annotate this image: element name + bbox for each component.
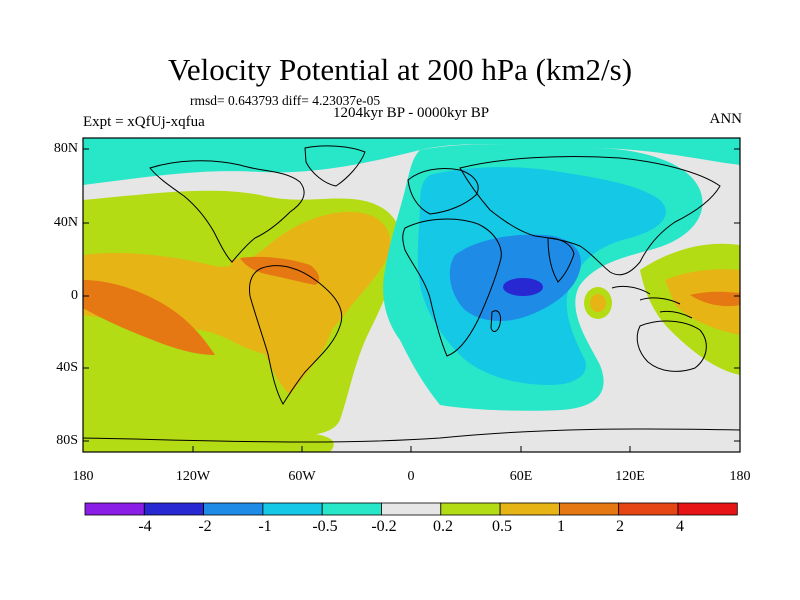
y-label-40s: 40S: [56, 360, 78, 375]
field-south-green: [83, 405, 334, 452]
field-americas: [230, 257, 335, 395]
greenland-outline: [304, 145, 366, 187]
colorbar-label: 2: [616, 518, 624, 535]
colorbar-label: -0.2: [371, 518, 397, 535]
colorbar-swatch: [381, 502, 442, 516]
field-caribbean: [240, 256, 320, 285]
colorbar-label: -0.5: [312, 518, 338, 535]
maritime-continent-outline: [611, 285, 693, 319]
europe-outline: [407, 167, 479, 215]
colorbar-swatch: [677, 502, 738, 516]
colorbar-swatch: [618, 502, 679, 516]
x-label-0: 0: [407, 469, 415, 484]
field-positive-east-core: [665, 269, 740, 335]
colorbar-label: 4: [676, 518, 684, 535]
asia-outline: [459, 155, 721, 276]
field-negative-strong: [449, 234, 581, 322]
y-label-0: 0: [71, 288, 78, 303]
south-america-outline: [249, 265, 343, 405]
x-label-60w: 60W: [288, 469, 316, 484]
x-label-120e: 120E: [615, 469, 645, 484]
experiment-label: Expt = xQfUj-xqfua: [83, 114, 205, 130]
stats-text: rmsd= 0.643793 diff= 4.23037e-05: [190, 93, 381, 108]
africa-outline: [402, 218, 502, 357]
plot-title: Velocity Potential at 200 hPa (km2/s): [167, 52, 633, 87]
y-label-80s: 80S: [56, 433, 78, 448]
x-label-180e: 180: [729, 469, 751, 484]
y-label-40n: 40N: [53, 215, 78, 230]
colorbar-swatch: [262, 502, 323, 516]
australia-outline: [636, 320, 707, 372]
x-label-120w: 120W: [175, 469, 211, 484]
colorbar-swatch: [559, 502, 620, 516]
field-positive-east-max: [690, 291, 740, 307]
colorbar-swatch: [321, 502, 382, 516]
colorbar-label: -2: [198, 518, 212, 535]
colorbar-label: -1: [258, 518, 272, 535]
x-label-180w: 180: [72, 469, 94, 484]
colorbar-swatch: [499, 502, 560, 516]
y-label-80n: 80N: [53, 141, 78, 156]
colorbar-swatch: [84, 502, 145, 516]
colorbar-swatch: [143, 502, 205, 516]
x-label-60e: 60E: [509, 469, 533, 484]
field-negative-max: [503, 278, 543, 296]
colorbar-label: -4: [138, 518, 152, 535]
period-text: 1204kyr BP - 0000kyr BP: [332, 105, 490, 121]
continent-outlines: [83, 145, 740, 443]
season-label: ANN: [709, 111, 743, 127]
north-america-outline: [149, 160, 305, 263]
axis-ticks: [83, 148, 740, 452]
colorbar-label: 1: [557, 518, 565, 535]
field-north-band: [83, 138, 740, 185]
india-outline: [547, 237, 575, 283]
antarctica-outline: [83, 428, 740, 443]
colorbar-swatch: [203, 502, 264, 516]
velocity-potential-field: [83, 138, 740, 452]
colorbar: [84, 502, 738, 516]
colorbar-label: 0.5: [492, 518, 512, 535]
field-pacific-strong: [83, 280, 215, 355]
madagascar-outline: [490, 310, 501, 332]
colorbar-label: 0.2: [433, 518, 453, 535]
colorbar-swatch: [440, 502, 501, 516]
